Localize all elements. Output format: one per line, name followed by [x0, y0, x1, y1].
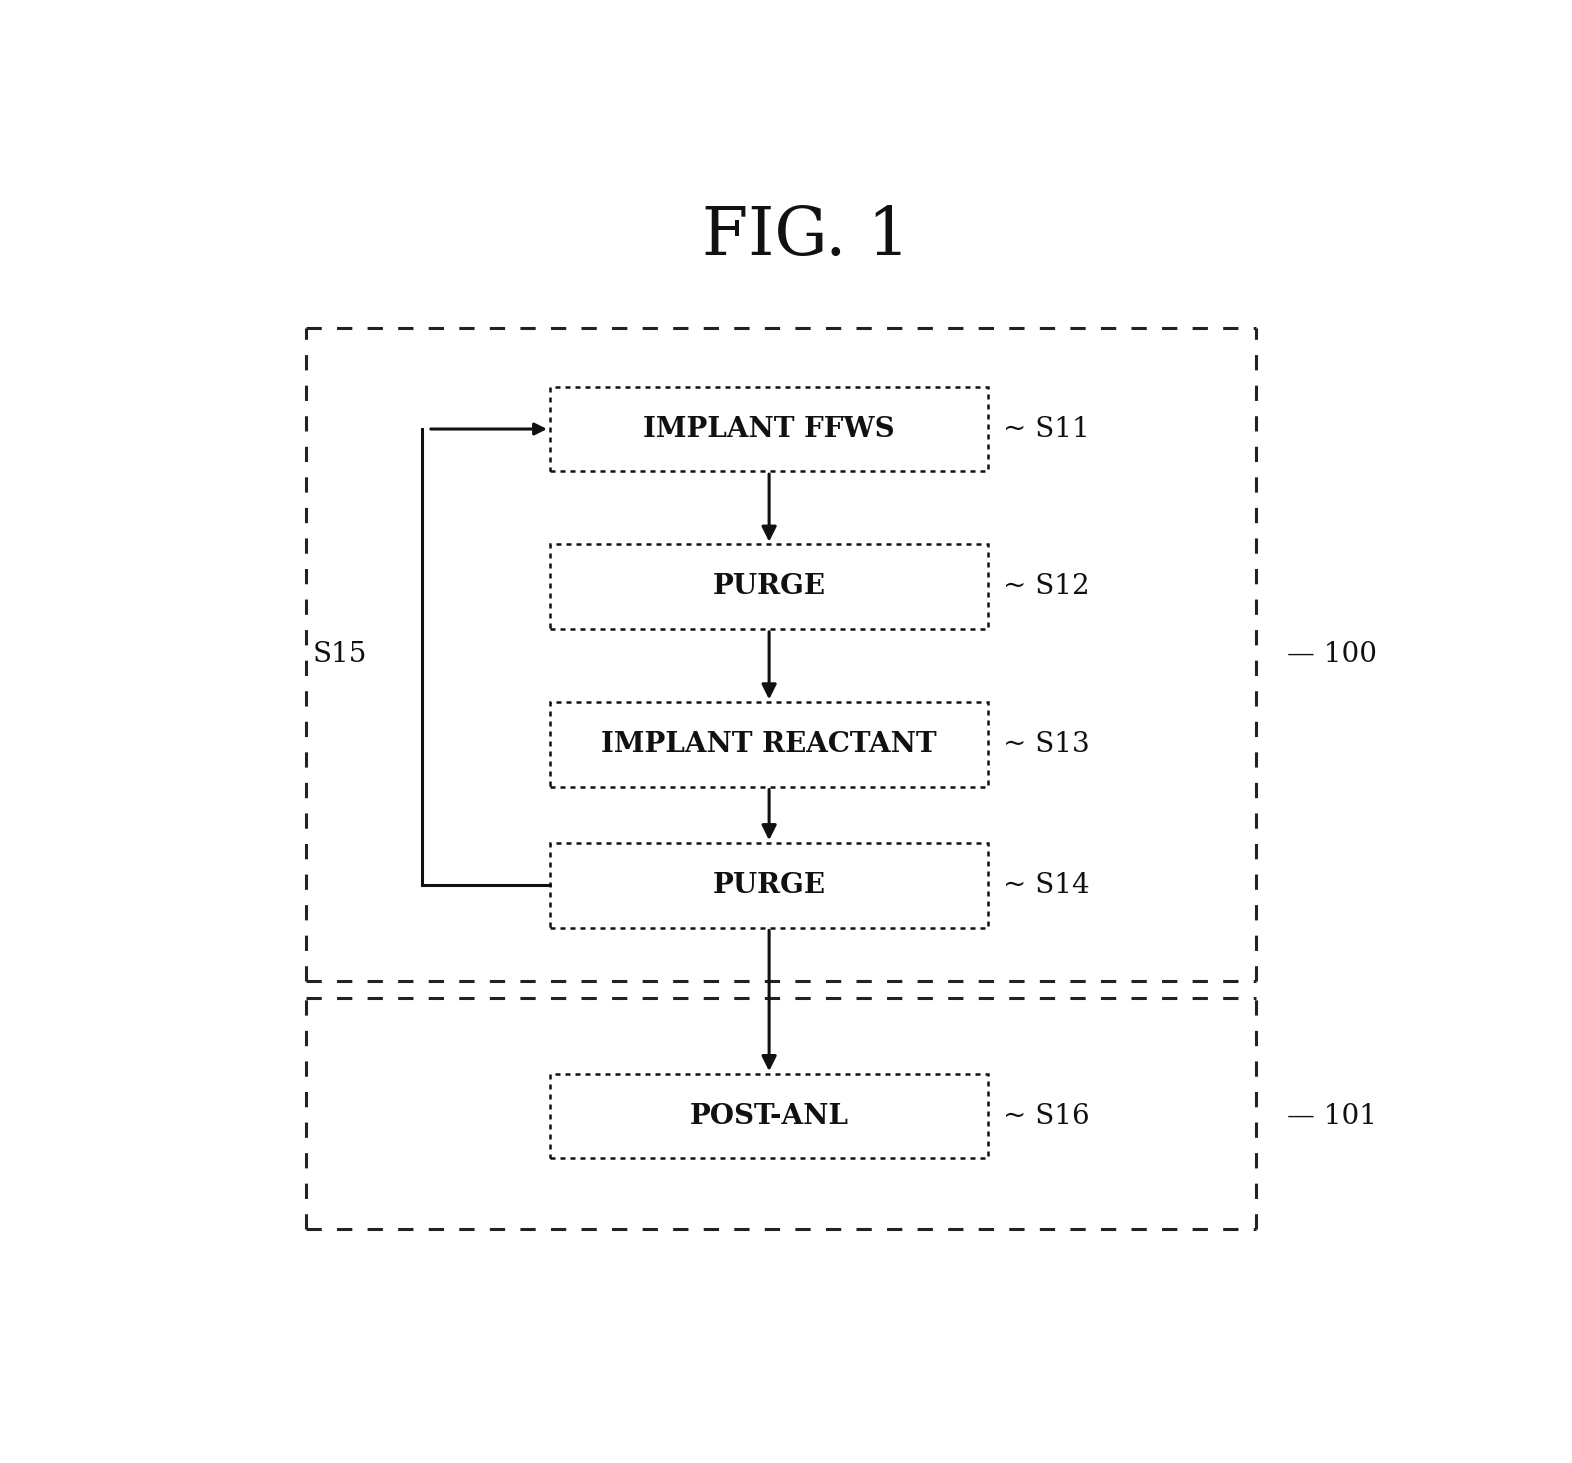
Text: ~ S13: ~ S13 — [1003, 732, 1089, 758]
Text: ~ S14: ~ S14 — [1003, 872, 1089, 898]
Text: S15: S15 — [313, 641, 368, 667]
Bar — [550, 843, 989, 928]
Bar — [550, 1074, 989, 1159]
Text: POST-ANL: POST-ANL — [690, 1103, 849, 1129]
Bar — [550, 386, 989, 471]
Text: IMPLANT FFWS: IMPLANT FFWS — [643, 415, 894, 442]
Text: FIG. 1: FIG. 1 — [701, 203, 910, 269]
Text: ~ S11: ~ S11 — [1003, 415, 1089, 442]
Text: PURGE: PURGE — [712, 573, 825, 600]
Bar — [550, 702, 989, 787]
Bar — [550, 544, 989, 629]
Text: — 101: — 101 — [1287, 1103, 1377, 1129]
Text: — 100: — 100 — [1287, 641, 1377, 667]
Text: IMPLANT REACTANT: IMPLANT REACTANT — [601, 732, 937, 758]
Text: ~ S16: ~ S16 — [1003, 1103, 1089, 1129]
Text: ~ S12: ~ S12 — [1003, 573, 1089, 600]
Text: PURGE: PURGE — [712, 872, 825, 898]
